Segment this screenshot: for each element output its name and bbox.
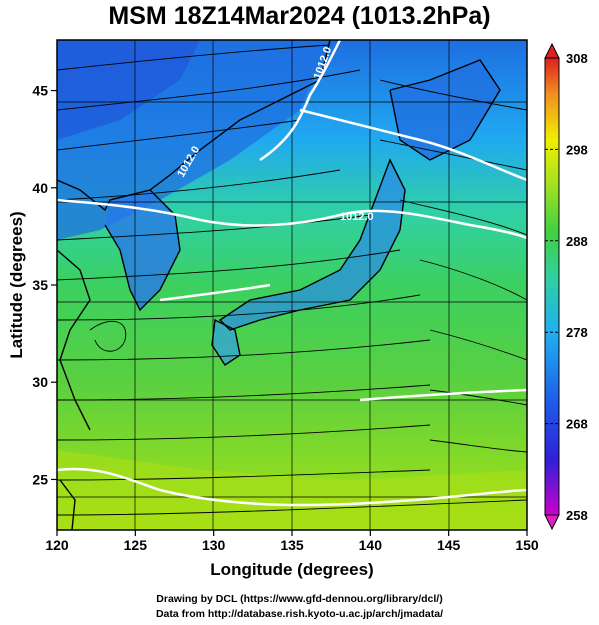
y-axis: 25 30 35 40 45 — [32, 83, 57, 487]
y-tick-label: 25 — [32, 471, 48, 487]
y-tick-label: 30 — [32, 374, 48, 390]
footer-source: Data from http://database.rish.kyoto-u.a… — [155, 608, 444, 620]
pressure-contours — [57, 40, 527, 507]
colorbar-tick-label: 258 — [566, 508, 588, 523]
colorbar-scale — [544, 57, 560, 516]
colorbar-max-arrow — [544, 42, 560, 59]
y-axis-label: Latitude (degrees) — [7, 211, 26, 358]
colorbar-tick-label: 288 — [566, 234, 588, 249]
contour-label: 1012.0 — [340, 211, 374, 223]
colorbar-tick-label: 308 — [566, 51, 588, 66]
y-tick-label: 45 — [32, 83, 48, 99]
y-tick-label: 35 — [32, 277, 48, 293]
kyushu — [212, 320, 240, 365]
colorbar: 258 268 278 288 298 308 — [544, 42, 588, 531]
x-tick-label: 140 — [359, 537, 383, 553]
x-tick-label: 150 — [515, 537, 539, 553]
korean-peninsula — [105, 190, 180, 310]
map-plot-area — [57, 40, 527, 530]
colorbar-tick-label: 278 — [566, 325, 588, 340]
x-tick-label: 130 — [202, 537, 226, 553]
x-tick-label: 135 — [280, 537, 304, 553]
x-axis: 120 125 130 135 140 145 150 — [45, 530, 539, 553]
y-tick-label: 40 — [32, 180, 48, 196]
wind-streamlines — [57, 44, 527, 516]
colorbar-tick-label: 268 — [566, 417, 588, 432]
colorbar-tick-label: 298 — [566, 142, 588, 157]
x-tick-label: 145 — [437, 537, 461, 553]
footer-credit: Drawing by DCL (https://www.gfd-dennou.o… — [156, 593, 443, 605]
colorbar-min-arrow — [544, 514, 560, 531]
cold-core-region — [57, 40, 200, 140]
x-tick-label: 120 — [45, 537, 69, 553]
map-title: MSM 18Z14Mar2024 (1013.2hPa) — [108, 2, 491, 30]
x-axis-label: Longitude (degrees) — [210, 560, 373, 579]
x-tick-label: 125 — [124, 537, 148, 553]
coastlines — [57, 40, 501, 530]
honshu — [220, 160, 405, 330]
